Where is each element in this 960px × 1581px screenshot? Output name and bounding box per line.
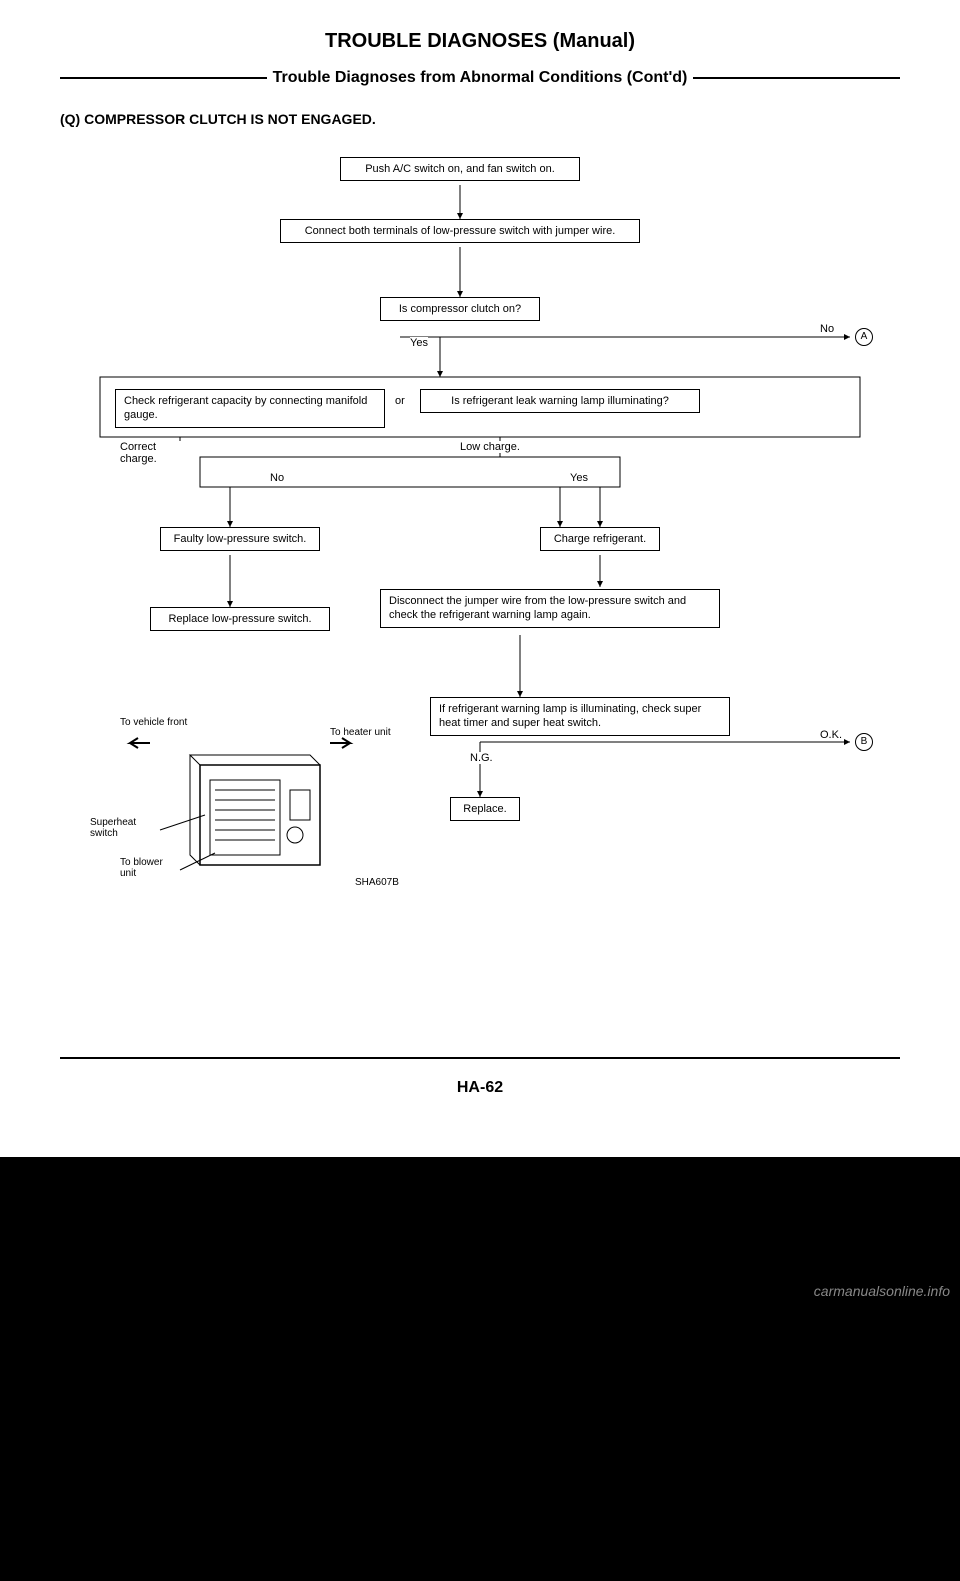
step-clutch-on: Is compressor clutch on? xyxy=(380,297,540,321)
label-correct-charge: Correct charge. xyxy=(120,441,190,465)
illustration: To vehicle front To heater unit xyxy=(120,717,420,917)
step-faulty-switch: Faulty low-pressure switch. xyxy=(160,527,320,551)
rule-left xyxy=(60,77,267,79)
step-push-switch: Push A/C switch on, and fan switch on. xyxy=(340,157,580,181)
page: TROUBLE DIAGNOSES (Manual) Trouble Diagn… xyxy=(0,0,960,1157)
subtitle-row: Trouble Diagnoses from Abnormal Conditio… xyxy=(60,69,900,87)
step-if-illuminating: If refrigerant warning lamp is illuminat… xyxy=(430,697,730,736)
illustration-code: SHA607B xyxy=(355,877,399,888)
caption-vehicle-front: To vehicle front xyxy=(120,717,187,728)
label-low-charge: Low charge. xyxy=(460,441,520,453)
label-no-1: No xyxy=(820,323,834,335)
label-ng: N.G. xyxy=(470,752,493,764)
label-no-2: No xyxy=(270,472,284,484)
watermark: carmanualsonline.info xyxy=(814,1283,950,1299)
step-charge-refrigerant: Charge refrigerant. xyxy=(540,527,660,551)
ref-b: B xyxy=(855,733,873,751)
label-or: or xyxy=(395,395,405,407)
step-connect-terminals: Connect both terminals of low-pressure s… xyxy=(280,219,640,243)
caption-blower-unit: To blower unit xyxy=(120,857,180,879)
flowchart: Push A/C switch on, and fan switch on. C… xyxy=(60,157,900,937)
step-disconnect: Disconnect the jumper wire from the low-… xyxy=(380,589,720,628)
heater-unit-drawing xyxy=(120,735,420,915)
step-check-capacity: Check refrigerant capacity by connecting… xyxy=(115,389,385,428)
step-replace-switch: Replace low-pressure switch. xyxy=(150,607,330,631)
footer-black: carmanualsonline.info xyxy=(0,1157,960,1307)
section-label: (Q) COMPRESSOR CLUTCH IS NOT ENGAGED. xyxy=(60,111,900,127)
caption-superheat-switch: Superheat switch xyxy=(90,817,150,839)
step-leak-lamp: Is refrigerant leak warning lamp illumin… xyxy=(420,389,700,413)
step-replace: Replace. xyxy=(450,797,520,821)
bottom-rule xyxy=(60,1057,900,1059)
label-yes-1: Yes xyxy=(410,337,428,349)
label-ok: O.K. xyxy=(820,729,842,741)
ref-a: A xyxy=(855,328,873,346)
label-yes-2: Yes xyxy=(570,472,588,484)
subtitle: Trouble Diagnoses from Abnormal Conditio… xyxy=(267,69,694,87)
rule-right xyxy=(693,77,900,79)
page-title: TROUBLE DIAGNOSES (Manual) xyxy=(60,30,900,53)
page-number: HA-62 xyxy=(60,1079,900,1097)
